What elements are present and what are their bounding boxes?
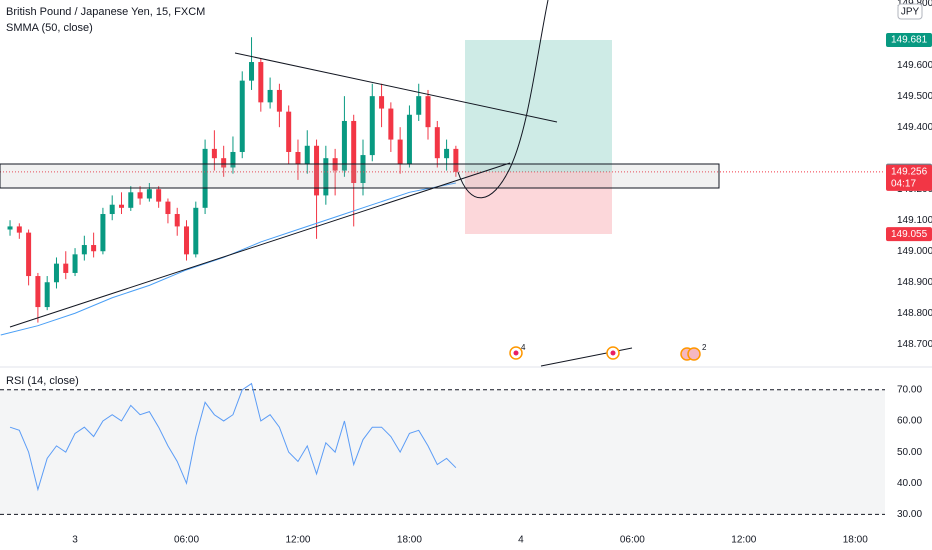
drawings — [0, 0, 720, 367]
candle-body — [379, 96, 385, 109]
trendline — [9, 162, 511, 328]
candle-body — [276, 89, 282, 112]
y-tick-label: 50.00 — [897, 447, 922, 458]
candle-body — [72, 254, 78, 273]
price-tag-label: 149.055 — [891, 229, 928, 240]
candle-body — [406, 114, 412, 165]
event-count: 2 — [702, 343, 707, 352]
candle-body — [258, 62, 264, 103]
event-icon-dot — [610, 350, 616, 356]
candle-body — [128, 192, 134, 208]
stop-zone — [465, 172, 612, 234]
y-tick-label: 70.00 — [897, 384, 922, 395]
candle-body — [100, 214, 106, 252]
candle-body — [434, 127, 440, 159]
y-tick-label: 148.700 — [897, 339, 932, 350]
x-tick-label: 06:00 — [620, 535, 645, 546]
candle-body — [44, 282, 50, 308]
candle-body — [314, 145, 320, 196]
candle-body — [35, 276, 41, 308]
y-tick-label: 149.100 — [897, 215, 932, 226]
trendline — [234, 52, 558, 123]
candle-body — [202, 148, 208, 208]
candle-body — [16, 226, 22, 233]
projection-curve — [457, 0, 549, 199]
price-tag — [886, 164, 932, 191]
y-tick-label: 149.600 — [897, 60, 932, 71]
y-tick-label: 149.500 — [897, 91, 932, 102]
x-tick-label: 18:00 — [397, 535, 422, 546]
target-zone — [465, 40, 612, 172]
candle-body — [341, 120, 347, 171]
currency-badge — [897, 3, 923, 20]
y-tick-label: 149.000 — [897, 246, 932, 257]
candle-body — [453, 148, 459, 172]
indicator-title: SMMA (50, close) — [6, 22, 93, 34]
candle-body — [369, 96, 375, 156]
candle-body — [156, 189, 162, 202]
y-tick-label: 30.00 — [897, 509, 922, 520]
x-tick-label: 4 — [518, 535, 524, 546]
rsi-title: RSI (14, close) — [6, 375, 79, 387]
candle-body — [211, 148, 217, 159]
candle-body — [249, 62, 255, 81]
x-tick-label: 06:00 — [174, 535, 199, 546]
candle-body — [7, 226, 13, 230]
candle-body — [91, 245, 97, 252]
events: 4 2 — [509, 343, 707, 361]
y-tick-label: 40.00 — [897, 478, 922, 489]
y-tick-label: 149.400 — [897, 122, 932, 133]
candle-body — [286, 111, 292, 152]
candle-body — [193, 207, 199, 255]
candle-body — [174, 214, 180, 227]
candle-body — [165, 201, 171, 215]
candle-body — [416, 96, 422, 115]
candle-body — [53, 263, 59, 283]
rsi-band — [0, 389, 885, 515]
candle-body — [323, 158, 329, 196]
candle-body — [81, 245, 87, 255]
candle-body — [146, 189, 152, 199]
candle-body — [239, 80, 245, 152]
price-tag-countdown: 04:17 — [891, 178, 916, 189]
price-tag-label: 149.256 — [891, 166, 928, 177]
y-tick-label: 148.900 — [897, 277, 932, 288]
candle-body — [425, 96, 431, 128]
candle-body — [109, 204, 115, 215]
y-tick-label: 148.800 — [897, 308, 932, 319]
rsi-line — [9, 382, 457, 492]
candle-body — [444, 148, 450, 159]
event-icon-dot — [513, 350, 519, 356]
candle-body — [295, 151, 301, 165]
price-tag — [886, 227, 932, 242]
x-tick-label: 18:00 — [843, 535, 868, 546]
currency-label: JPY — [901, 7, 920, 18]
candle-body — [63, 263, 69, 273]
x-tick-label: 12:00 — [285, 535, 310, 546]
event-icon[interactable] — [687, 347, 701, 361]
candle-body — [360, 155, 366, 183]
candle-body — [388, 108, 394, 140]
y-tick-label: 60.00 — [897, 416, 922, 427]
candle-body — [230, 151, 236, 168]
event-count: 4 — [521, 343, 526, 352]
price-tag-label: 149.681 — [891, 35, 928, 46]
support-zone — [0, 163, 720, 189]
candle-body — [397, 139, 403, 165]
candle-body — [137, 192, 143, 199]
candle-body — [267, 89, 273, 103]
candle-body — [351, 120, 357, 183]
price-tag — [886, 33, 932, 48]
x-tick-label: 12:00 — [731, 535, 756, 546]
candle-body — [118, 204, 124, 208]
symbol-title: British Pound / Japanese Yen, 15, FXCM — [6, 6, 205, 18]
candle-body — [221, 158, 227, 168]
x-tick-label: 3 — [72, 535, 78, 546]
candle-body — [184, 226, 190, 255]
candle-body — [26, 232, 32, 277]
candle-body — [304, 145, 310, 165]
